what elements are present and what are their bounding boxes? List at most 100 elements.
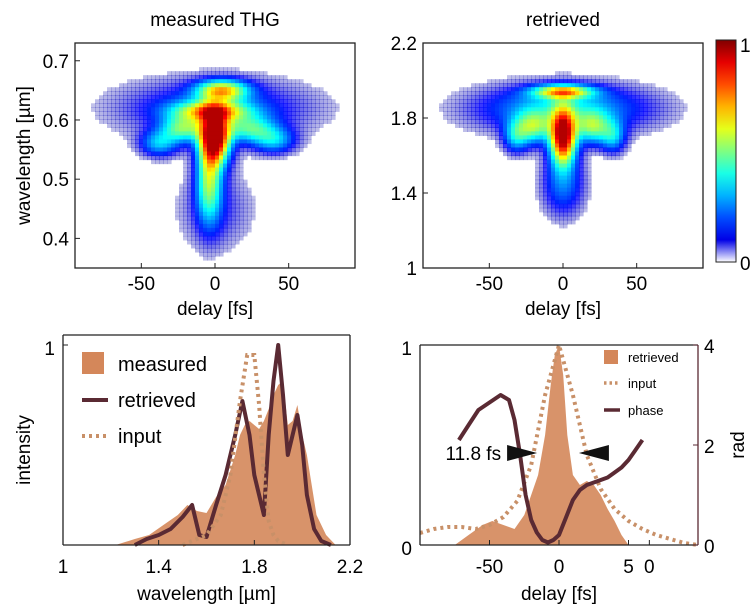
heatmap-cell <box>547 179 552 185</box>
heatmap-cell <box>187 79 192 84</box>
heatmap-cell <box>499 135 504 141</box>
heatmap-cell <box>139 107 144 112</box>
heatmap-cell <box>455 119 460 124</box>
heatmap-cell <box>563 139 568 145</box>
heatmap-cell <box>515 75 520 80</box>
heatmap-cell <box>247 199 252 205</box>
heatmap-cell <box>535 183 540 189</box>
heatmap-cell <box>199 139 204 145</box>
heatmap-cell <box>215 87 220 92</box>
heatmap-cell <box>219 195 224 201</box>
heatmap-cell <box>647 123 652 128</box>
heatmap-cell <box>239 151 244 157</box>
heatmap-cell <box>259 95 264 100</box>
heatmap-cell <box>183 75 188 80</box>
heatmap-cell <box>195 227 200 233</box>
heatmap-cell <box>543 139 548 145</box>
heatmap-cell <box>551 135 556 141</box>
heatmap-cell <box>539 119 544 124</box>
heatmap-cell <box>583 119 588 124</box>
heatmap-cell <box>203 87 208 92</box>
heatmap-cell <box>175 131 180 137</box>
heatmap-cell <box>199 163 204 169</box>
heatmap-cell <box>263 87 268 92</box>
heatmap-cell <box>643 83 648 88</box>
heatmap-cell <box>291 87 296 92</box>
heatmap-cell <box>499 119 504 124</box>
heatmap-cell <box>195 143 200 149</box>
heatmap-cell <box>187 211 192 217</box>
heatmap-cell <box>211 87 216 92</box>
heatmap-cell <box>579 211 584 217</box>
heatmap-cell <box>203 239 208 245</box>
heatmap-cell <box>491 107 496 112</box>
heatmap-cell <box>231 163 236 169</box>
heatmap-cell <box>103 115 108 120</box>
heatmap-cell <box>539 127 544 132</box>
heatmap-cell <box>191 139 196 145</box>
heatmap-cell <box>287 135 292 141</box>
heatmap-cell <box>567 179 572 185</box>
heatmap-cell <box>495 103 500 108</box>
heatmap-cell <box>495 91 500 96</box>
heatmap-cell <box>591 99 596 104</box>
heatmap-cell <box>239 231 244 237</box>
heatmap-cell <box>607 131 612 137</box>
heatmap-cell <box>591 135 596 141</box>
heatmap-cell <box>655 95 660 100</box>
heatmap-cell <box>155 127 160 132</box>
heatmap-cell <box>255 155 260 161</box>
heatmap-cell <box>563 115 568 120</box>
heatmap-cell <box>587 163 592 169</box>
heatmap-cell <box>143 111 148 116</box>
heatmap-cell <box>443 103 448 108</box>
heatmap-cell <box>271 111 276 116</box>
heatmap-cell <box>539 147 544 153</box>
heatmap-cell <box>183 127 188 132</box>
heatmap-cell <box>155 79 160 84</box>
heatmap-cell <box>575 83 580 88</box>
heatmap-cell <box>175 199 180 205</box>
heatmap-cell <box>311 99 316 104</box>
heatmap-cell <box>235 135 240 141</box>
heatmap-cell <box>219 215 224 221</box>
heatmap-cell <box>539 191 544 197</box>
heatmap-cell <box>647 99 652 104</box>
heatmap-cell <box>107 95 112 100</box>
heatmap-cell <box>139 119 144 124</box>
heatmap-cell <box>283 103 288 108</box>
heatmap-cell <box>219 131 224 137</box>
heatmap-cell <box>547 111 552 116</box>
heatmap-cell <box>231 131 236 137</box>
heatmap-cell <box>159 87 164 92</box>
heatmap-cell <box>231 219 236 225</box>
heatmap-cell <box>267 147 272 153</box>
heatmap-cell <box>615 143 620 149</box>
heatmap-cell <box>663 115 668 120</box>
heatmap-cell <box>163 79 168 84</box>
heatmap-cell <box>243 135 248 141</box>
heatmap-cell <box>183 119 188 124</box>
heatmap-cell <box>227 159 232 165</box>
heatmap-cell <box>459 115 464 120</box>
heatmap-cell <box>515 111 520 116</box>
heatmap-cell <box>259 79 264 84</box>
heatmap-cell <box>159 79 164 84</box>
heatmap-cell <box>263 151 268 157</box>
heatmap-cell <box>247 87 252 92</box>
heatmap-cell <box>183 183 188 189</box>
heatmap-cell <box>455 91 460 96</box>
heatmap-cell <box>571 179 576 185</box>
heatmap-cell <box>255 131 260 137</box>
heatmap-cell <box>195 163 200 169</box>
heatmap-cell <box>683 103 688 108</box>
heatmap-cell <box>559 191 564 197</box>
heatmap-cell <box>527 103 532 108</box>
heatmap-cell <box>523 103 528 108</box>
heatmap-cell <box>215 219 220 225</box>
heatmap-cell <box>175 147 180 153</box>
heatmap-cell <box>271 75 276 80</box>
heatmap-cell <box>575 175 580 181</box>
heatmap-cell <box>227 87 232 92</box>
